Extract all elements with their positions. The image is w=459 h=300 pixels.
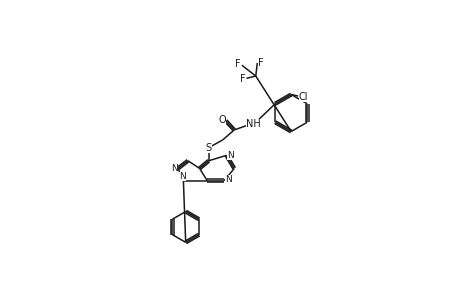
Text: N: N bbox=[226, 151, 233, 160]
Text: F: F bbox=[235, 59, 241, 69]
Text: N: N bbox=[179, 172, 185, 182]
Text: F: F bbox=[239, 74, 245, 84]
Text: Cl: Cl bbox=[298, 92, 308, 102]
Text: O: O bbox=[218, 115, 225, 125]
Text: S: S bbox=[205, 143, 212, 153]
Text: NH: NH bbox=[246, 119, 260, 129]
Text: N: N bbox=[170, 164, 177, 173]
Text: N: N bbox=[224, 175, 231, 184]
Text: F: F bbox=[257, 58, 263, 68]
